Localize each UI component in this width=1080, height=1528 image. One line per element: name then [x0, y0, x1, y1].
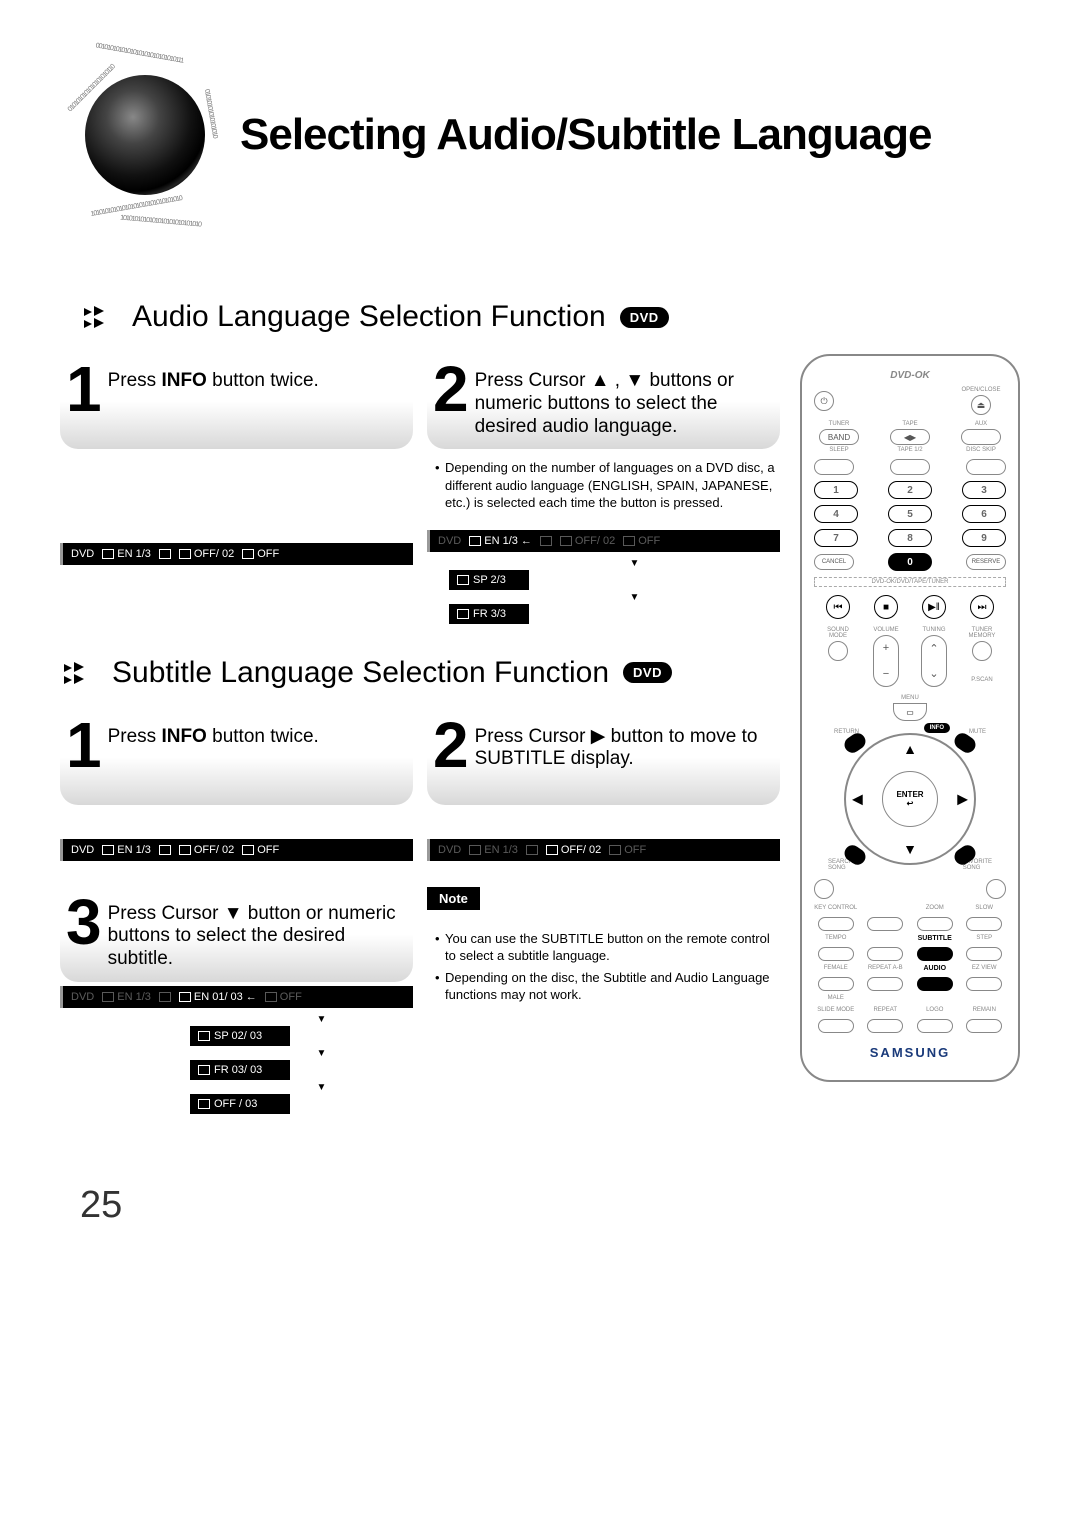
- step-number: 3: [66, 895, 102, 949]
- play-pause-button[interactable]: ▶‖: [922, 595, 946, 619]
- audio-icon: [102, 549, 114, 559]
- slow-button[interactable]: [966, 917, 1002, 931]
- step-number: 1: [66, 362, 102, 416]
- osd-bar: DVD EN 1/3 OFF/ 02 OFF: [60, 839, 413, 861]
- page-number: 25: [80, 1184, 1030, 1227]
- remote-control: DVD-OK ⏻ OPEN/CLOSE⏏ TUNERBANDSLEEP TAPE…: [800, 354, 1020, 1082]
- osd-bar: DVD EN 1/3 OFF/ 02 OFF: [427, 839, 780, 861]
- num-9[interactable]: 9: [962, 529, 1006, 547]
- num-4[interactable]: 4: [814, 505, 858, 523]
- ez-view-button[interactable]: [966, 977, 1002, 991]
- section-bullet-icon: [60, 658, 100, 688]
- favorite-song-round[interactable]: [986, 879, 1006, 899]
- section-bullet-icon: [80, 302, 120, 332]
- osd-subtitle-options: ▼ SP 02/ 03 ▼ FR 03/ 03 ▼ OFF / 03: [190, 1014, 413, 1114]
- audio-section-title: Audio Language Selection Function: [132, 300, 606, 334]
- angle-icon: [242, 549, 254, 559]
- next-button[interactable]: ⏭: [970, 595, 994, 619]
- search-song-round[interactable]: [814, 879, 834, 899]
- speaker-graphic: 0101010101010101010110 00101010101010101…: [60, 50, 230, 220]
- enter-button[interactable]: ENTER↩: [882, 771, 938, 827]
- tuning-rocker[interactable]: ⌃⌄: [921, 635, 947, 687]
- step-number: 2: [433, 362, 469, 416]
- num-5[interactable]: 5: [888, 505, 932, 523]
- note-badge: Note: [427, 887, 480, 910]
- remote-brand-dvd: DVD-OK: [814, 370, 1006, 381]
- brand-label: SAMSUNG: [814, 1045, 1006, 1060]
- band-button[interactable]: BAND: [819, 429, 859, 445]
- tape-direction-button[interactable]: ◀▶: [890, 429, 930, 445]
- dvd-badge: DVD: [620, 307, 669, 328]
- stop-button[interactable]: ■: [874, 595, 898, 619]
- tempo-minus[interactable]: [818, 947, 854, 961]
- step-text: Press INFO button twice.: [108, 718, 319, 749]
- tape12-button[interactable]: [890, 459, 930, 475]
- open-close-button[interactable]: ⏏: [971, 395, 991, 415]
- logo-button[interactable]: [917, 1019, 953, 1033]
- num-3[interactable]: 3: [962, 481, 1006, 499]
- page-title: Selecting Audio/Subtitle Language: [240, 110, 931, 160]
- dvd-badge: DVD: [623, 662, 672, 683]
- num-6[interactable]: 6: [962, 505, 1006, 523]
- navigation-ring: INFO RETURN MUTE SEARCH SONG FAVORITE SO…: [840, 729, 980, 869]
- subtitle-button[interactable]: [917, 947, 953, 961]
- note-list: You can use the SUBTITLE button on the r…: [427, 920, 780, 1018]
- step-number: 2: [433, 718, 469, 772]
- osd-bar: DVD EN 1/3← OFF/ 02 OFF: [427, 530, 780, 552]
- cursor-left[interactable]: ◀: [852, 791, 863, 808]
- key-flat[interactable]: [818, 917, 854, 931]
- sound-mode-button[interactable]: [828, 641, 848, 661]
- power-button[interactable]: ⏻: [814, 391, 834, 411]
- num-8[interactable]: 8: [888, 529, 932, 547]
- disc-skip-button[interactable]: [966, 459, 1006, 475]
- num-0[interactable]: 0: [888, 553, 932, 571]
- tuner-memory-button[interactable]: [972, 641, 992, 661]
- step-button[interactable]: [966, 947, 1002, 961]
- num-7[interactable]: 7: [814, 529, 858, 547]
- step-text: Press INFO button twice.: [108, 362, 319, 393]
- cursor-down[interactable]: ▼: [903, 841, 917, 857]
- key-sharp[interactable]: [867, 917, 903, 931]
- cursor-up[interactable]: ▲: [903, 741, 917, 757]
- slide-mode-button[interactable]: [818, 1019, 854, 1033]
- tempo-plus[interactable]: [867, 947, 903, 961]
- remain-button[interactable]: [966, 1019, 1002, 1033]
- num-2[interactable]: 2: [888, 481, 932, 499]
- aux-button[interactable]: [961, 429, 1001, 445]
- volume-rocker[interactable]: +−: [873, 635, 899, 687]
- step-number: 1: [66, 718, 102, 772]
- num-1[interactable]: 1: [814, 481, 858, 499]
- step-text: Press Cursor ▶ button to move to SUBTITL…: [475, 718, 770, 772]
- subtitle-icon: [179, 549, 191, 559]
- cursor-right[interactable]: ▶: [957, 791, 968, 808]
- osd-bar: DVD EN 1/3 EN 01/ 03← OFF: [60, 986, 413, 1008]
- info-pill: INFO: [924, 723, 950, 733]
- cancel-button[interactable]: CANCEL: [814, 554, 854, 570]
- menu-button[interactable]: ▭: [893, 703, 927, 721]
- zoom-button[interactable]: [917, 917, 953, 931]
- step-text: Press Cursor ▼ button or numeric buttons…: [108, 895, 403, 971]
- repeat-ab-button[interactable]: [867, 977, 903, 991]
- step-note: Depending on the number of languages on …: [427, 449, 780, 526]
- prev-button[interactable]: ⏮: [826, 595, 850, 619]
- transport-section-label: DVD-OK/DVD/TAPE/TUNER: [814, 577, 1006, 587]
- reserve-button[interactable]: RESERVE: [966, 554, 1006, 570]
- osd-audio-options: ▼ SP 2/3 ▼ FR 3/3: [449, 558, 780, 624]
- subtitle-section-title: Subtitle Language Selection Function: [112, 656, 609, 690]
- osd-bar: DVD EN 1/3 OFF/ 02 OFF: [60, 543, 413, 565]
- sleep-button[interactable]: [814, 459, 854, 475]
- audio-button[interactable]: [917, 977, 953, 991]
- female-button[interactable]: [818, 977, 854, 991]
- step-text: Press Cursor ▲ , ▼ buttons or numeric bu…: [475, 362, 770, 438]
- repeat-button[interactable]: [867, 1019, 903, 1033]
- dolby-icon: [159, 549, 171, 559]
